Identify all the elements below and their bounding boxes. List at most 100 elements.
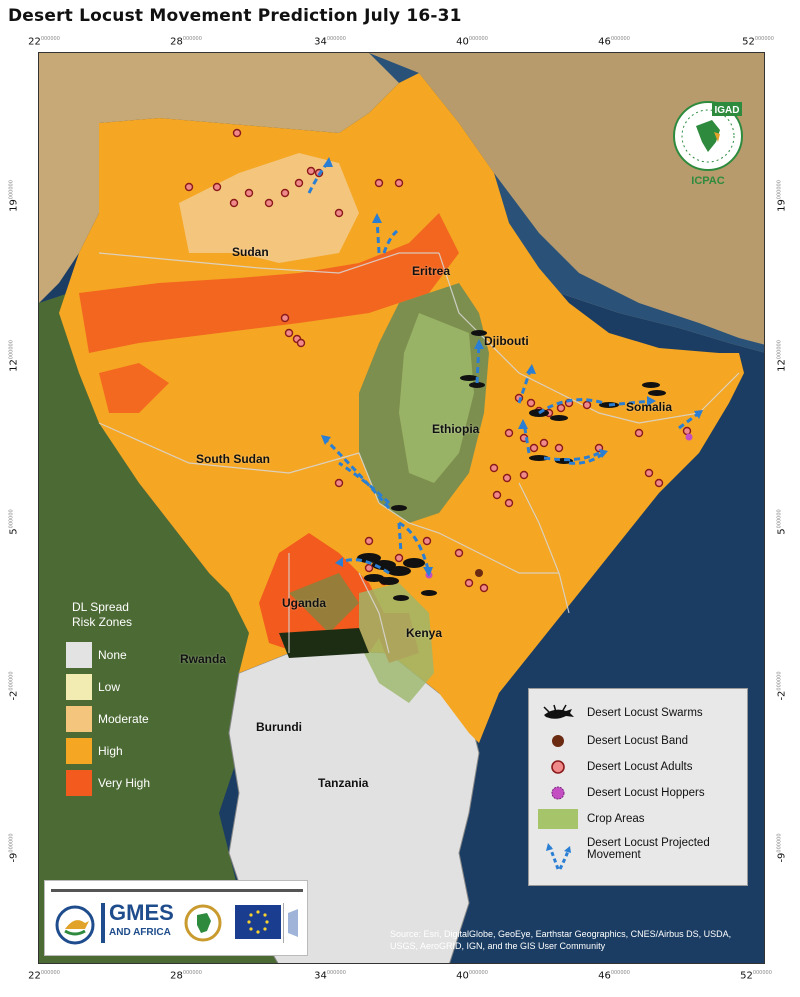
- dashed-arrow-icon: [537, 837, 579, 873]
- symbol-legend: Desert Locust Swarms Desert Locust Band …: [528, 688, 748, 886]
- adult-marker: [334, 208, 344, 218]
- movement-arrow: [338, 558, 390, 575]
- legend-adults: Desert Locust Adults: [537, 755, 692, 779]
- ec-emblem: [283, 903, 303, 943]
- movement-arrow: [608, 399, 652, 407]
- label-somalia: Somalia: [626, 400, 673, 414]
- arrowhead: [647, 396, 656, 406]
- adult-marker: [306, 166, 316, 176]
- movement-arrow: [538, 398, 605, 415]
- adult-marker: [654, 478, 664, 488]
- band-circle-icon: [537, 729, 579, 753]
- lon-tick-bottom: 46000000: [598, 970, 630, 982]
- swarm-marker: [469, 382, 485, 388]
- lat-tick-right: 19000000: [776, 180, 788, 212]
- hopper-marker: [685, 433, 693, 441]
- arrowhead: [518, 419, 528, 429]
- igad-logo: IGAD ICPAC: [666, 96, 750, 188]
- adult-marker: [280, 313, 290, 323]
- very-high-patch: [99, 363, 169, 413]
- arrowhead: [372, 213, 382, 223]
- lat-tick-left: 5000000: [8, 509, 20, 535]
- arrowhead: [321, 435, 331, 445]
- movement-arrow: [678, 411, 700, 430]
- swarm-marker: [642, 382, 660, 388]
- lake-victoria: [279, 628, 369, 658]
- swarm-marker: [648, 390, 666, 396]
- source-attribution: Source: Esri, DigitalGlobe, GeoEye, Eart…: [390, 929, 732, 951]
- logo-divider: [51, 889, 303, 892]
- legend-label: Movement: [587, 849, 641, 861]
- band-marker: [475, 569, 483, 577]
- risk-label: High: [98, 744, 123, 758]
- swatch-high: [66, 738, 92, 764]
- lon-tick-bottom: 28000000: [170, 970, 202, 982]
- adult-marker: [264, 198, 274, 208]
- risk-legend-item-high: High: [66, 738, 176, 764]
- crop-area-ethiopia: [399, 313, 474, 483]
- gmes-text: GMES: [109, 900, 174, 925]
- adult-marker: [334, 478, 344, 488]
- movement-arrow: [398, 521, 431, 574]
- swarm-marker: [460, 375, 478, 381]
- adult-marker: [492, 490, 502, 500]
- risk-legend-title-1: DL Spread: [72, 600, 129, 614]
- label-eritrea: Eritrea: [412, 264, 451, 278]
- adult-marker: [394, 178, 404, 188]
- arrowhead: [335, 557, 343, 567]
- label-rwanda: Rwanda: [180, 652, 227, 666]
- movement-arrow: [382, 229, 399, 254]
- label-djibouti: Djibouti: [484, 334, 529, 348]
- movement-arrow: [397, 522, 403, 554]
- risk-legend-item-low: Low: [66, 674, 176, 700]
- movement-arrow: [375, 217, 381, 254]
- igad-text: IGAD: [715, 105, 740, 116]
- borders: [98, 252, 740, 654]
- very-high-belt: [79, 213, 459, 353]
- movement-arrow: [475, 342, 481, 384]
- lat-tick-left: 19000000: [8, 180, 20, 212]
- lon-tick-bottom: 52000000: [740, 970, 772, 982]
- risk-label: Very High: [98, 776, 151, 790]
- adult-marker: [644, 468, 654, 478]
- adult-marker: [184, 182, 194, 192]
- adults-markers: [184, 128, 692, 593]
- adult-marker: [212, 182, 222, 192]
- lat-tick-right: -2000000: [776, 671, 788, 701]
- crop-area-uganda: [289, 573, 359, 633]
- central-africa-land: [39, 283, 278, 963]
- legend-label: Desert Locust Swarms: [587, 707, 703, 719]
- swarm-markers: [357, 330, 666, 601]
- swatch-low: [66, 674, 92, 700]
- lon-tick-top: 40000000: [456, 36, 488, 48]
- lat-tick-left: 12000000: [8, 340, 20, 372]
- lat-tick-right: -9000000: [776, 833, 788, 863]
- legend-hoppers: Desert Locust Hoppers: [537, 781, 705, 805]
- adult-marker: [529, 443, 539, 453]
- risk-label: None: [98, 648, 127, 662]
- lat-tick-right: 12000000: [776, 340, 788, 372]
- risk-legend-item-very-high: Very High: [66, 770, 176, 796]
- risk-zone-legend: DL Spread Risk Zones None Low Moderate H…: [66, 600, 176, 796]
- eu-flag: [235, 905, 281, 939]
- movement-arrow: [543, 451, 600, 462]
- adult-marker: [464, 578, 474, 588]
- risk-legend-title-2: Risk Zones: [72, 615, 133, 629]
- legend-label: Desert Locust Adults: [587, 761, 693, 773]
- label-sudan: Sudan: [232, 245, 269, 259]
- movement-arrowheads: [321, 157, 703, 577]
- lon-tick-top: 22000000: [28, 36, 60, 48]
- arrowhead: [474, 339, 484, 349]
- swarm-marker: [364, 574, 384, 582]
- adult-circle-icon: [537, 755, 579, 779]
- adult-marker: [296, 338, 306, 348]
- adult-marker: [554, 443, 564, 453]
- swarm-marker: [403, 558, 425, 568]
- adult-marker: [489, 463, 499, 473]
- label-burundi: Burundi: [256, 720, 302, 734]
- label-kenya: Kenya: [406, 626, 443, 640]
- map-title: Desert Locust Movement Prediction July 1…: [8, 6, 462, 26]
- hopper-circle-icon: [537, 781, 579, 805]
- adult-marker: [244, 188, 254, 198]
- arabia-land: [369, 53, 764, 353]
